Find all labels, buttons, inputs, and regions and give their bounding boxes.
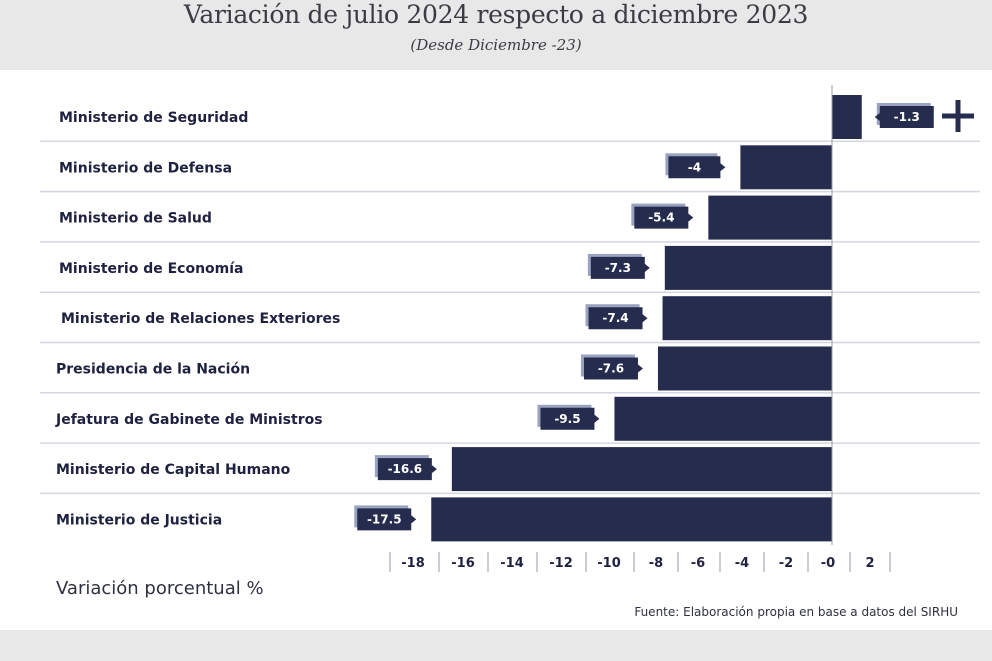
bar [614,396,832,441]
bar [740,145,832,190]
value-label: -17.5 [367,512,402,526]
x-tick-label: -8 [649,556,663,571]
value-label-tag [540,407,600,430]
bar [662,296,832,341]
value-label: -7.3 [605,261,631,275]
value-label-tag [377,458,437,481]
category-label: Ministerio de Salud [59,211,212,227]
x-tick-label: -14 [500,556,524,571]
category-label: Ministerio de Defensa [59,160,232,176]
x-tick-label: -4 [735,556,749,571]
value-label-tag [634,206,694,229]
bar [832,95,862,139]
value-label: -1.3 [894,110,920,124]
chart-subtitle: (Desde Diciembre -23) [410,36,582,54]
header: Variación de julio 2024 respecto a dicie… [0,0,992,70]
category-label: Ministerio de Capital Humano [56,462,291,478]
plus-icon [955,100,961,132]
value-label: -7.6 [598,362,624,376]
x-tick-label: -10 [597,556,621,571]
x-tick-label: -16 [451,556,475,571]
value-label: -9.5 [554,412,580,426]
category-label: Presidencia de la Nación [56,362,250,378]
value-label-tag [874,106,934,128]
x-tick-label: -18 [401,556,425,571]
bar [451,447,832,492]
value-label: -7.4 [602,311,628,325]
value-label-tag [590,256,650,279]
value-label: -16.6 [388,462,423,476]
category-label: Ministerio de Seguridad [59,110,248,126]
footer-band [0,630,992,661]
category-label: Ministerio de Justicia [56,512,222,528]
category-label: Ministerio de Economía [59,261,244,277]
source-note: Fuente: Elaboración propia en base a dat… [634,605,958,619]
value-label-tag [588,307,648,330]
category-label: Ministerio de Relaciones Exteriores [61,311,340,327]
x-tick-label: -2 [779,556,793,571]
x-tick-label: 2 [865,556,874,571]
chart-title: Variación de julio 2024 respecto a dicie… [183,0,809,29]
bar [708,195,832,240]
x-tick-label: -6 [691,556,705,571]
value-label-tag [668,156,726,179]
bar [431,497,832,542]
value-label: -5.4 [648,211,674,225]
x-tick-label: -12 [549,556,573,571]
value-label: -4 [688,160,701,174]
x-tick-label: -0 [821,556,835,571]
value-label-tag [583,357,643,380]
x-axis-label: Variación porcentual % [56,578,264,599]
category-label: Jefatura de Gabinete de Ministros [55,412,323,428]
bar [664,245,832,290]
bar [657,346,832,391]
value-label-tag [357,508,417,531]
